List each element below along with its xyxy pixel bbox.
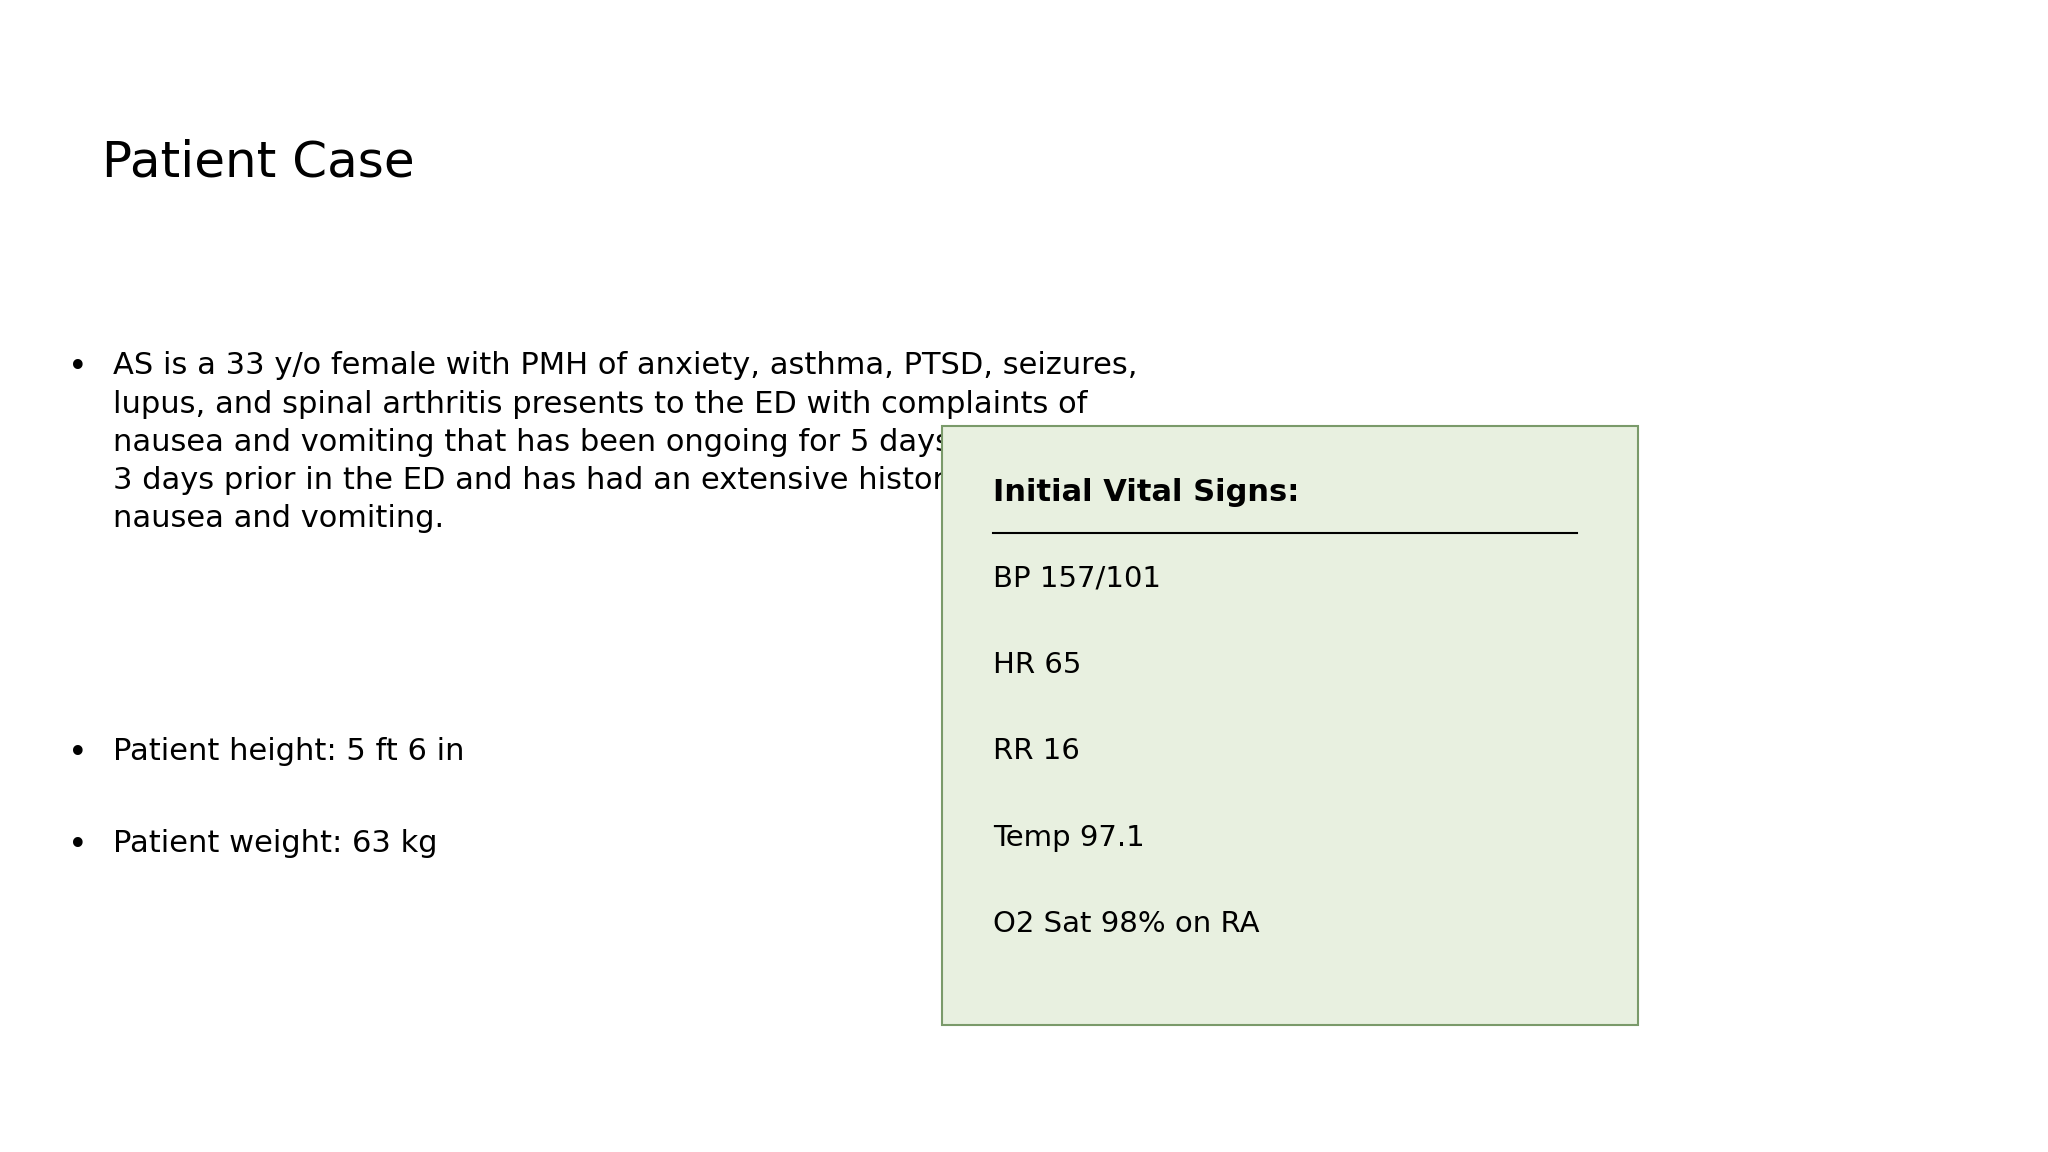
Text: BP 157/101: BP 157/101 bbox=[993, 564, 1161, 592]
Text: Patient weight: 63 kg: Patient weight: 63 kg bbox=[113, 829, 436, 858]
Text: Initial Vital Signs:: Initial Vital Signs: bbox=[993, 478, 1300, 507]
Text: O2 Sat 98% on RA: O2 Sat 98% on RA bbox=[993, 910, 1260, 938]
Text: Temp 97.1: Temp 97.1 bbox=[993, 824, 1145, 851]
Text: Patient height: 5 ft 6 in: Patient height: 5 ft 6 in bbox=[113, 737, 465, 766]
Text: AS is a 33 y/o female with PMH of anxiety, asthma, PTSD, seizures,
lupus, and sp: AS is a 33 y/o female with PMH of anxiet… bbox=[113, 351, 1194, 533]
Text: •: • bbox=[68, 829, 88, 863]
Text: Patient Case: Patient Case bbox=[102, 138, 416, 187]
Text: •: • bbox=[68, 351, 88, 385]
Text: RR 16: RR 16 bbox=[993, 737, 1079, 765]
FancyBboxPatch shape bbox=[942, 426, 1638, 1025]
Text: HR 65: HR 65 bbox=[993, 651, 1081, 679]
Text: •: • bbox=[68, 737, 88, 771]
